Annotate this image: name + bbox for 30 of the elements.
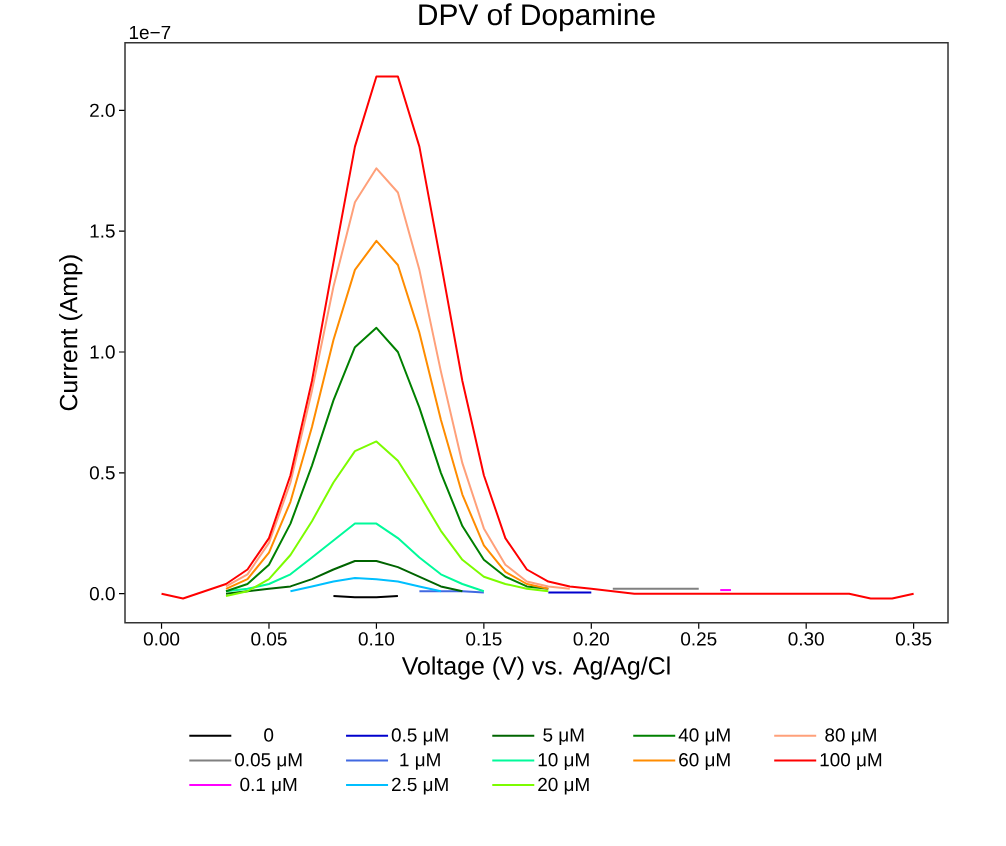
legend-label: 80 μM: [825, 728, 876, 746]
text: 1e−7: [129, 26, 171, 40]
x-tick-label: 0.10: [358, 632, 395, 646]
legend-label: 10 μM: [538, 753, 589, 771]
x-tick-label: 0.00: [143, 632, 180, 646]
legend-label: 40 μM: [678, 728, 730, 746]
x-tick-label: 0.05: [251, 632, 287, 646]
y-axis-title: Current (Amp): [59, 255, 83, 411]
x-tick-label: 0.20: [573, 632, 609, 646]
legend-label: 0: [264, 728, 274, 742]
x-tick-label: 0.15: [466, 632, 502, 646]
y-tick-label: 0.5: [89, 466, 115, 480]
x-axis-title: Voltage (V) vs. Ag/Ag/Cl: [401, 656, 670, 680]
y-tick-label: 0.0: [89, 587, 115, 601]
chart-title: DPV of Dopamine: [419, 3, 655, 32]
legend-label: 0.05 μM: [235, 753, 302, 771]
legend-label: 1 μM: [400, 753, 440, 770]
x-tick-label: 0.35: [895, 632, 932, 646]
y-tick-label: 2.0: [90, 103, 115, 118]
legend-label: 60 μM: [679, 753, 730, 771]
legend-label: 0.1 μM: [240, 777, 297, 795]
legend-label: 100 μM: [820, 753, 882, 771]
x-tick-label: 0.25: [681, 632, 717, 646]
legend-label: 0.5 μM: [391, 728, 448, 746]
legend-label: 2.5 μM: [391, 777, 448, 795]
x-tick-label: 0.30: [788, 632, 824, 646]
legend-label: 20 μM: [538, 777, 589, 795]
y-tick-label: 1.0: [90, 345, 115, 359]
y-tick-label: 1.5: [90, 224, 115, 238]
legend-label: 5 μM: [543, 728, 584, 746]
